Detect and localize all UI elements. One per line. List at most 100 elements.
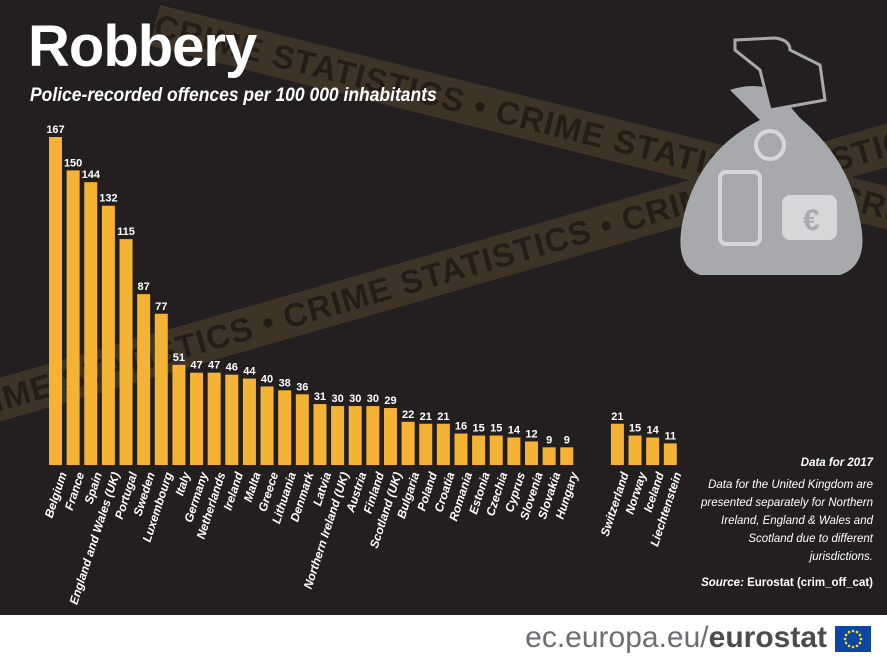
value-label: 14: [508, 425, 521, 437]
bar-spain: [84, 182, 98, 465]
wallet-icon: [782, 195, 837, 240]
eu-star: [858, 641, 862, 645]
bar-lithuania: [278, 390, 292, 465]
source-label: Source:: [701, 577, 744, 589]
value-label: 38: [279, 377, 291, 389]
value-label: 15: [490, 423, 502, 435]
value-label: 132: [99, 193, 117, 205]
eu-star: [851, 629, 855, 633]
bar-luxembourg: [154, 313, 168, 465]
watch-icon: [754, 129, 786, 161]
money-bag-icon: €: [680, 36, 863, 275]
bar-switzerland: [610, 423, 624, 465]
value-label: 47: [190, 360, 202, 372]
value-label: 21: [420, 411, 432, 423]
bar-cyprus: [507, 437, 521, 465]
note-title: Data for 2017: [800, 457, 873, 469]
bar-england-and-wales-uk-: [101, 205, 115, 466]
value-label: 40: [261, 373, 273, 385]
value-label: 31: [314, 391, 326, 403]
chart-subtitle: Police-recorded offences per 100 000 inh…: [30, 85, 437, 106]
bar-latvia: [313, 404, 327, 465]
note-body: Data for the United Kingdom are presente…: [701, 479, 873, 563]
value-label: 144: [82, 169, 101, 181]
bar-slovenia: [525, 441, 539, 465]
phone-icon: [718, 170, 762, 246]
eu-star: [855, 644, 859, 648]
value-label: 46: [226, 362, 238, 374]
bar-ireland: [225, 374, 239, 465]
bar-iceland: [646, 437, 660, 465]
value-label: 11: [664, 430, 676, 442]
bar-sweden: [137, 294, 151, 465]
bar-germany: [190, 372, 204, 465]
value-label: 12: [525, 428, 537, 440]
chart-title: Robbery: [28, 14, 257, 79]
footer-url-brand: eurostat: [708, 621, 827, 654]
value-label: 15: [472, 423, 484, 435]
eu-star: [859, 637, 863, 641]
value-label: 77: [155, 301, 167, 313]
value-label: 51: [173, 352, 185, 364]
bar-italy: [172, 364, 186, 465]
value-label: 30: [367, 393, 379, 405]
eu-star: [847, 630, 851, 634]
eu-star: [858, 633, 862, 637]
bar-poland: [419, 423, 433, 465]
bar-scotland-uk-: [383, 408, 397, 465]
value-label: 14: [647, 425, 660, 437]
value-label: 9: [546, 434, 552, 446]
bar-bulgaria: [401, 421, 415, 465]
bar-denmark: [295, 394, 309, 465]
bar-northern-ireland-uk-: [331, 406, 345, 465]
bar-france: [66, 170, 80, 465]
bar-belgium: [49, 137, 62, 465]
value-label: 87: [138, 281, 150, 293]
bar-czechia: [489, 435, 503, 465]
bar-portugal: [119, 239, 133, 465]
value-label: 21: [437, 411, 449, 423]
bar-estonia: [472, 435, 486, 465]
value-label: 47: [208, 360, 220, 372]
bar-romania: [454, 433, 468, 465]
dark-panel: CRIME STATISTICS • CRIME STATISTICS • CR…: [0, 0, 887, 615]
eu-star: [847, 644, 851, 648]
hand-icon: [733, 36, 827, 112]
value-label: 167: [46, 124, 64, 136]
euro-icon: €: [803, 204, 820, 237]
value-label: 16: [455, 421, 467, 433]
value-label: 29: [384, 395, 396, 407]
bar-netherlands: [207, 372, 221, 465]
notes: Data for 2017 Data for the United Kingdo…: [683, 454, 873, 592]
bar-slovakia: [542, 447, 556, 465]
eu-star: [844, 633, 848, 637]
bar-hungary: [560, 447, 574, 465]
eu-star: [851, 645, 855, 649]
value-label: 15: [629, 423, 641, 435]
value-label: 30: [349, 393, 361, 405]
eu-star: [855, 630, 859, 634]
value-label: 30: [331, 393, 343, 405]
source-line: Source: Eurostat (crim_off_cat): [683, 574, 873, 592]
value-label: 44: [243, 366, 256, 378]
eu-flag-icon: [835, 626, 871, 652]
value-label: 150: [64, 157, 82, 169]
value-label: 9: [564, 434, 570, 446]
bar-malta: [242, 378, 256, 465]
bar-austria: [348, 406, 362, 465]
value-label: 22: [402, 409, 414, 421]
bar-finland: [366, 406, 380, 465]
source-value: Eurostat (crim_off_cat): [747, 577, 873, 589]
value-label: 115: [117, 226, 135, 238]
value-label: 36: [296, 381, 308, 393]
bar-greece: [260, 386, 274, 465]
footer: ec.europa.eu/eurostat: [0, 615, 887, 660]
footer-url-domain: ec.europa.eu/: [525, 621, 709, 654]
eu-star: [843, 637, 847, 641]
footer-url[interactable]: ec.europa.eu/eurostat: [525, 621, 827, 655]
bar-croatia: [436, 423, 450, 465]
value-label: 21: [611, 411, 623, 423]
bar-norway: [628, 435, 642, 465]
